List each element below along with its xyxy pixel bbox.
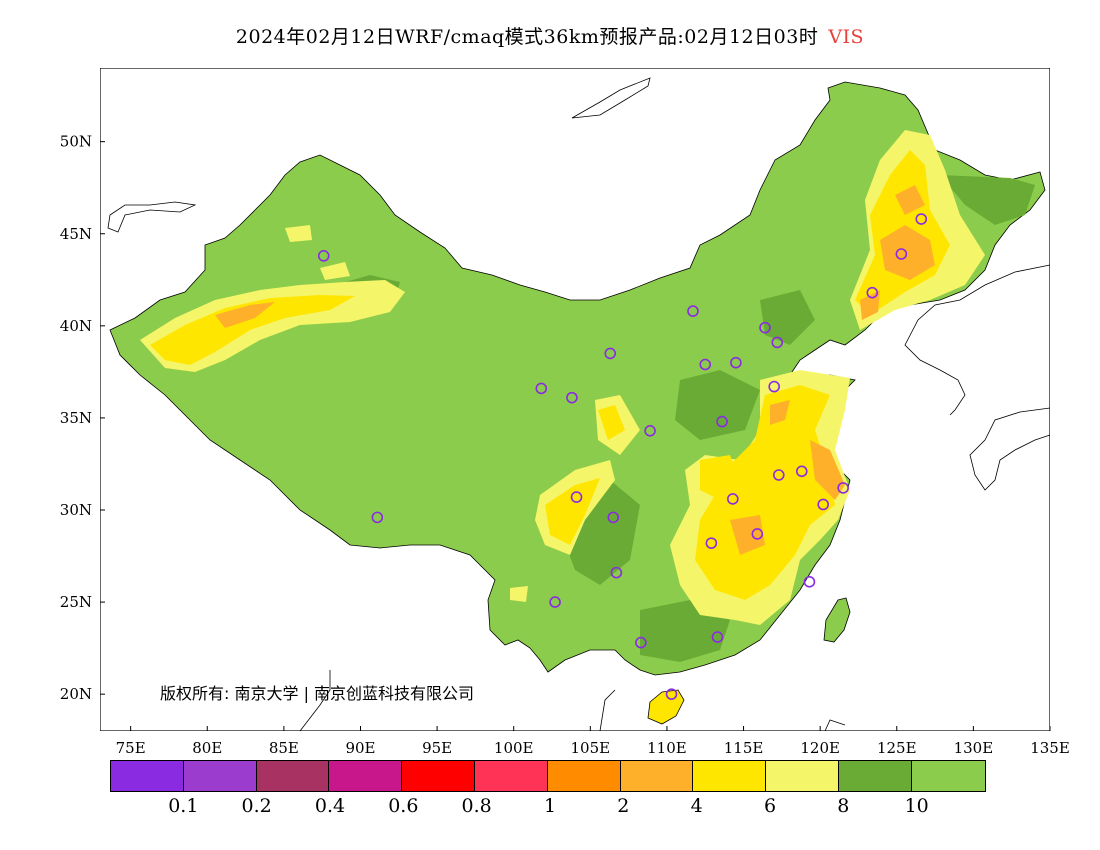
station-marker <box>768 380 780 393</box>
colorbar-swatch <box>766 761 839 791</box>
lon-tick-label: 85E <box>269 739 299 757</box>
map-title: 2024年02月12日WRF/cmaq模式36km预报产品:02月12日03时 V… <box>0 22 1100 49</box>
lon-tick-label: 80E <box>192 739 222 757</box>
lon-tick-label: 115E <box>724 739 764 757</box>
station-marker <box>711 631 724 643</box>
colorbar-label: 0.4 <box>314 795 346 817</box>
lon-tick-label: 90E <box>345 739 375 757</box>
station-marker <box>817 498 830 511</box>
colorbar-swatch <box>111 761 184 791</box>
lat-tick-label: 45N <box>60 225 92 243</box>
colorbar-label: 10 <box>904 795 929 817</box>
colorbar <box>110 760 986 792</box>
colorbar-swatch <box>693 761 767 791</box>
station-marker <box>772 469 785 481</box>
neighbour-coastlines <box>107 77 1051 732</box>
station-marker <box>687 305 699 317</box>
station-marker <box>549 596 561 608</box>
title-main: 2024年02月12日WRF/cmaq模式36km预报产品:02月12日03时 <box>235 26 819 48</box>
colorbar-swatch <box>183 761 257 791</box>
station-marker <box>915 213 928 225</box>
lat-tick-label: 35N <box>60 409 92 427</box>
colorbar-label: 2 <box>617 795 630 817</box>
station-marker <box>803 576 816 588</box>
colorbar-labels: 0.1 0.2 0.4 0.6 0.8 1 2 4 6 8 10 <box>110 795 990 819</box>
station-marker <box>317 250 330 262</box>
lon-tick-label: 95E <box>422 739 452 757</box>
lat-tick-label: 50N <box>60 133 92 151</box>
title-variable: VIS <box>828 26 865 48</box>
lon-tick-label: 125E <box>877 739 917 757</box>
station-marker <box>610 566 623 579</box>
colorbar-label: 6 <box>763 795 777 817</box>
station-marker <box>730 356 742 369</box>
station-marker <box>665 688 678 700</box>
lon-tick-label: 120E <box>800 739 840 757</box>
station-marker <box>727 493 739 505</box>
longitude-labels: 75E 80E 85E 90E 95E 100E 105E 110E 115E 120E 125E 1… <box>116 726 1070 757</box>
lat-tick-label: 25N <box>60 593 92 611</box>
lon-tick-label: 100E <box>494 739 534 757</box>
latitude-labels: 50N 45N 40N 35N 30N 25N 20N <box>60 133 105 703</box>
station-marker <box>570 491 583 503</box>
lat-tick-label: 40N <box>60 317 92 335</box>
station-marker <box>751 528 764 540</box>
station-marker <box>604 347 617 360</box>
colorbar-swatch <box>620 761 694 791</box>
station-marker <box>866 286 879 299</box>
station-marker <box>607 511 620 524</box>
colorbar-swatch <box>329 761 403 791</box>
taiwan-island <box>823 597 851 643</box>
station-marker <box>699 358 712 371</box>
station-marker <box>705 537 718 549</box>
lon-tick-label: 75E <box>116 739 146 757</box>
station-marker <box>837 482 849 494</box>
visibility-map: 75E 80E 85E 90E 95E 100E 105E 110E 115E 120E 125E 1… <box>60 68 1070 757</box>
colorbar-label: 0.2 <box>241 795 272 817</box>
station-marker <box>566 391 578 404</box>
colorbar-label: 0.1 <box>168 795 199 817</box>
lon-tick-label: 110E <box>647 739 687 757</box>
station-marker <box>771 336 784 349</box>
colorbar-label: 0.8 <box>461 795 492 817</box>
colorbar-label: 1 <box>543 795 557 817</box>
station-marker <box>371 511 384 524</box>
station-marker <box>716 415 728 428</box>
lat-tick-label: 30N <box>60 501 92 519</box>
colorbar-swatch <box>838 761 912 791</box>
colorbar-label: 0.6 <box>388 795 419 817</box>
station-marker <box>535 382 548 395</box>
station-marker <box>795 465 808 478</box>
lat-tick-label: 20N <box>60 685 92 703</box>
colorbar-swatch <box>911 761 985 791</box>
lon-tick-label: 135E <box>1030 739 1070 757</box>
colorbar-swatch <box>547 761 621 791</box>
station-marker <box>895 248 908 260</box>
colorbar-swatch <box>402 761 475 791</box>
colorbar-swatch <box>256 761 330 791</box>
colorbar-label: 8 <box>837 795 850 817</box>
station-markers <box>317 213 928 700</box>
station-marker <box>635 636 647 649</box>
colorbar-swatch <box>474 761 548 791</box>
lon-tick-label: 105E <box>571 739 611 757</box>
colorbar-label: 4 <box>690 795 703 817</box>
station-marker <box>644 425 656 437</box>
lon-tick-label: 130E <box>954 739 994 757</box>
copyright-text: 版权所有: 南京大学 | 南京创蓝科技有限公司 <box>160 684 475 703</box>
station-marker <box>759 321 771 334</box>
